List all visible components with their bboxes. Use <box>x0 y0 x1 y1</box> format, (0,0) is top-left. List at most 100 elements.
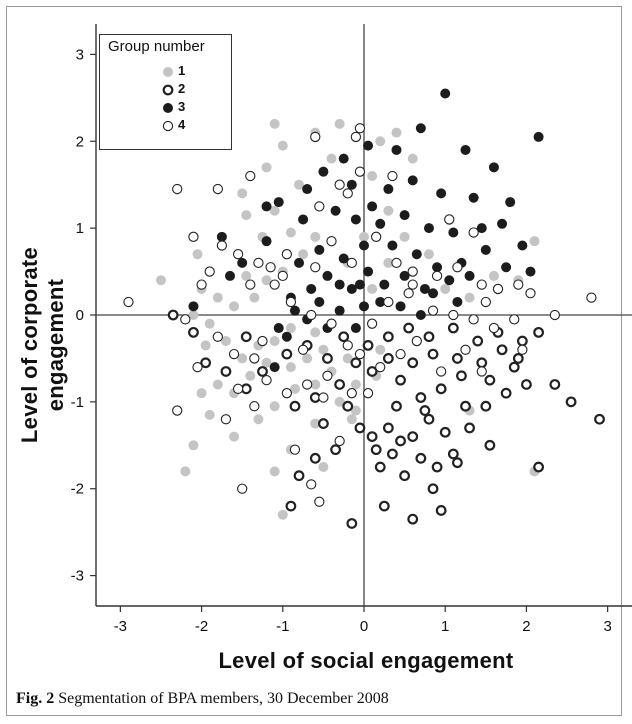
data-point-group-4 <box>448 309 459 321</box>
data-point-group-4 <box>245 170 256 182</box>
data-point-group-1 <box>367 171 378 182</box>
data-point-group-3 <box>318 166 329 177</box>
data-point-group-3 <box>432 262 443 273</box>
data-point-group-2 <box>451 353 463 364</box>
data-point-group-4 <box>350 131 362 143</box>
data-point-group-3 <box>517 240 528 251</box>
data-point-group-1 <box>245 370 256 381</box>
data-point-group-1 <box>249 292 260 303</box>
data-point-group-2 <box>387 448 398 460</box>
data-point-group-3 <box>330 205 341 216</box>
data-point-group-3 <box>338 153 349 164</box>
data-point-group-2 <box>257 366 268 377</box>
data-point-group-3 <box>488 162 499 173</box>
data-point-group-2 <box>419 405 431 416</box>
data-point-group-3 <box>261 201 272 212</box>
data-point-group-1 <box>196 388 207 399</box>
data-point-group-3 <box>395 301 406 312</box>
data-point-group-4 <box>549 309 560 321</box>
data-point-group-1 <box>241 210 252 221</box>
data-point-group-4 <box>468 227 479 238</box>
data-point-group-1 <box>200 340 211 351</box>
data-point-group-3 <box>294 257 305 268</box>
data-point-group-2 <box>472 335 484 347</box>
legend-marker-1 <box>163 67 173 77</box>
x-tick-label: -2 <box>195 618 208 635</box>
data-point-group-1 <box>204 318 215 329</box>
data-point-group-3 <box>273 323 284 334</box>
data-point-group-1 <box>220 336 231 347</box>
data-point-group-4 <box>192 361 203 373</box>
y-tick-label: -2 <box>71 481 84 498</box>
data-point-group-2 <box>354 422 366 434</box>
data-point-group-3 <box>306 283 317 294</box>
data-point-group-2 <box>565 396 577 408</box>
data-point-group-3 <box>428 288 439 299</box>
data-point-group-4 <box>407 279 418 290</box>
data-point-group-1 <box>285 323 296 334</box>
data-point-group-2 <box>309 452 321 464</box>
data-point-group-2 <box>382 353 394 364</box>
data-point-group-1 <box>204 409 215 420</box>
data-point-group-1 <box>253 414 264 425</box>
data-point-group-4 <box>212 331 223 342</box>
data-point-group-4 <box>452 262 463 273</box>
data-point-group-4 <box>342 188 353 199</box>
data-point-group-4 <box>253 257 264 269</box>
data-point-group-4 <box>257 335 268 347</box>
data-point-group-1 <box>302 353 313 364</box>
data-point-group-4 <box>277 270 288 282</box>
data-point-group-2 <box>281 348 293 360</box>
data-point-group-3 <box>350 323 361 334</box>
data-point-group-4 <box>322 370 333 381</box>
data-point-group-4 <box>237 483 248 494</box>
data-point-group-1 <box>423 249 434 260</box>
data-point-group-4 <box>265 262 276 273</box>
data-point-group-1 <box>289 383 300 394</box>
data-point-group-2 <box>407 513 419 525</box>
data-point-group-3 <box>338 253 349 264</box>
data-point-group-2 <box>391 400 402 412</box>
data-point-group-3 <box>440 88 451 99</box>
data-point-group-2 <box>338 331 350 343</box>
data-point-group-1 <box>346 414 357 425</box>
data-point-group-3 <box>225 270 235 281</box>
data-point-group-3 <box>436 188 447 199</box>
data-point-group-2 <box>456 370 467 382</box>
data-point-group-2 <box>407 431 419 443</box>
y-tick-label: 0 <box>76 307 84 324</box>
data-point-group-4 <box>586 292 597 303</box>
data-point-group-1 <box>237 188 248 199</box>
y-tick-label: -3 <box>71 568 84 585</box>
data-point-group-3 <box>423 223 434 234</box>
caption-text: Segmentation of BPA members, 30 December… <box>58 690 389 707</box>
data-point-group-1 <box>241 270 252 281</box>
data-point-group-2 <box>293 470 305 482</box>
data-point-group-1 <box>529 236 540 247</box>
data-point-group-3 <box>419 283 430 294</box>
data-point-group-1 <box>318 344 329 355</box>
data-point-group-2 <box>533 326 545 338</box>
data-point-group-2 <box>330 444 341 456</box>
data-point-group-3 <box>350 214 361 225</box>
data-point-group-4 <box>204 266 215 277</box>
data-point-group-4 <box>310 131 321 143</box>
data-point-group-2 <box>240 331 252 343</box>
data-point-group-3 <box>411 249 422 260</box>
data-point-group-3 <box>314 244 325 255</box>
data-point-group-3 <box>363 140 374 151</box>
data-point-group-3 <box>464 270 475 281</box>
data-point-group-4 <box>444 214 455 225</box>
data-point-group-4 <box>314 201 325 212</box>
y-axis-label: Level of corporate engagement <box>17 246 68 444</box>
data-point-group-1 <box>391 127 402 138</box>
data-point-group-1 <box>277 509 288 520</box>
x-tick-label: 1 <box>441 618 449 635</box>
legend-label-2: 2 <box>178 81 186 96</box>
data-point-group-3 <box>359 240 369 251</box>
legend-item-3: 3 <box>108 99 218 117</box>
x-tick-label: 0 <box>360 618 368 635</box>
data-point-group-4 <box>407 266 418 277</box>
data-point-group-1 <box>269 401 280 412</box>
